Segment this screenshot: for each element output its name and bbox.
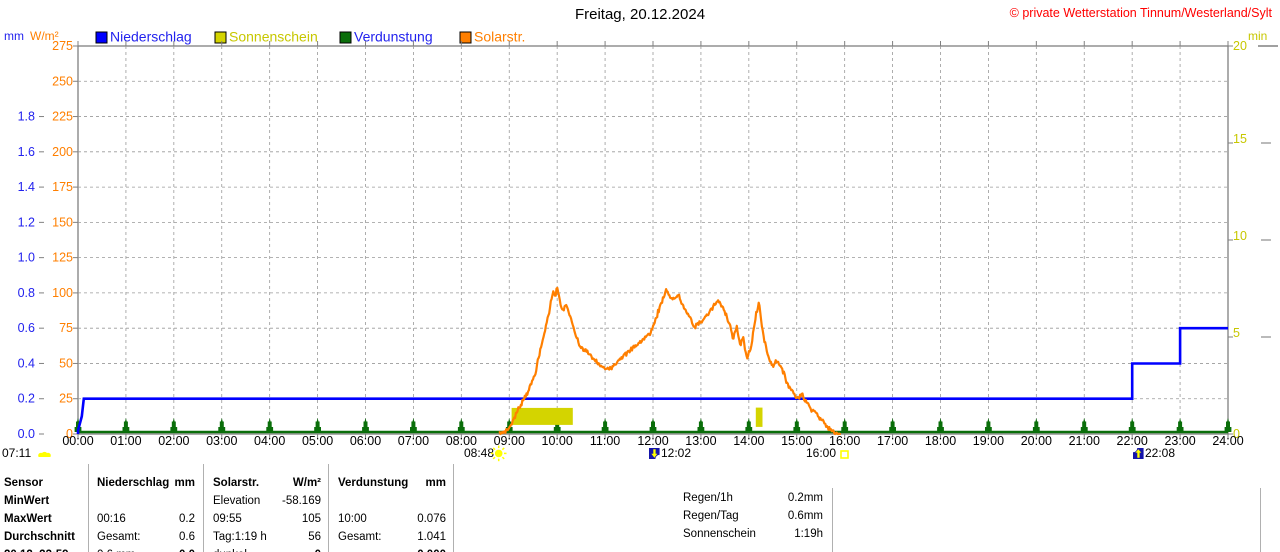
svg-text:22:00: 22:00 [1117, 434, 1148, 448]
svg-text:18:00: 18:00 [925, 434, 956, 448]
svg-text:10:00: 10:00 [542, 434, 573, 448]
svg-text:Sonnenschein: Sonnenschein [229, 29, 318, 45]
svg-text:225: 225 [52, 110, 73, 124]
svg-text:0.8: 0.8 [18, 286, 35, 300]
svg-text:Solarstr.: Solarstr. [474, 29, 525, 45]
svg-text:20:00: 20:00 [1021, 434, 1052, 448]
svg-text:min: min [1248, 29, 1267, 43]
svg-text:1.2: 1.2 [18, 215, 35, 229]
svg-text:11:00: 11:00 [590, 434, 620, 448]
svg-text:1.8: 1.8 [18, 110, 35, 124]
svg-text:22:08: 22:08 [1145, 446, 1175, 460]
svg-text:01:00: 01:00 [110, 434, 141, 448]
svg-text:10: 10 [1233, 229, 1247, 243]
svg-text:04:00: 04:00 [254, 434, 285, 448]
svg-text:1.4: 1.4 [18, 180, 35, 194]
svg-text:0.2: 0.2 [18, 392, 35, 406]
svg-text:06:00: 06:00 [350, 434, 381, 448]
svg-text:125: 125 [52, 251, 73, 265]
svg-text:75: 75 [59, 321, 73, 335]
svg-text:20: 20 [1233, 39, 1247, 53]
svg-text:16:00: 16:00 [806, 446, 836, 460]
svg-text:15: 15 [1233, 132, 1247, 146]
svg-text:mm: mm [4, 29, 24, 43]
svg-text:175: 175 [52, 180, 73, 194]
svg-text:0.0: 0.0 [18, 427, 35, 441]
svg-text:03:00: 03:00 [206, 434, 237, 448]
svg-text:17:00: 17:00 [877, 434, 908, 448]
svg-text:24:00: 24:00 [1212, 434, 1243, 448]
svg-text:07:11: 07:11 [2, 446, 31, 460]
svg-text:250: 250 [52, 74, 73, 88]
svg-text:19:00: 19:00 [973, 434, 1004, 448]
svg-text:150: 150 [52, 215, 73, 229]
svg-text:100: 100 [52, 286, 73, 300]
svg-text:5: 5 [1233, 326, 1240, 340]
svg-text:21:00: 21:00 [1069, 434, 1100, 448]
svg-text:0.6: 0.6 [18, 321, 35, 335]
svg-text:14:00: 14:00 [733, 434, 764, 448]
svg-text:0.4: 0.4 [18, 356, 35, 370]
svg-text:1.0: 1.0 [18, 251, 35, 265]
svg-text:00:00: 00:00 [62, 434, 93, 448]
svg-text:05:00: 05:00 [302, 434, 333, 448]
svg-text:50: 50 [59, 356, 73, 370]
svg-text:02:00: 02:00 [158, 434, 189, 448]
svg-text:08:48: 08:48 [464, 446, 494, 460]
svg-text:12:02: 12:02 [661, 446, 691, 460]
svg-text:1.6: 1.6 [18, 145, 35, 159]
svg-text:07:00: 07:00 [398, 434, 429, 448]
svg-text:Niederschlag: Niederschlag [110, 29, 192, 45]
svg-text:25: 25 [59, 392, 73, 406]
svg-text:275: 275 [52, 39, 73, 53]
svg-text:200: 200 [52, 145, 73, 159]
